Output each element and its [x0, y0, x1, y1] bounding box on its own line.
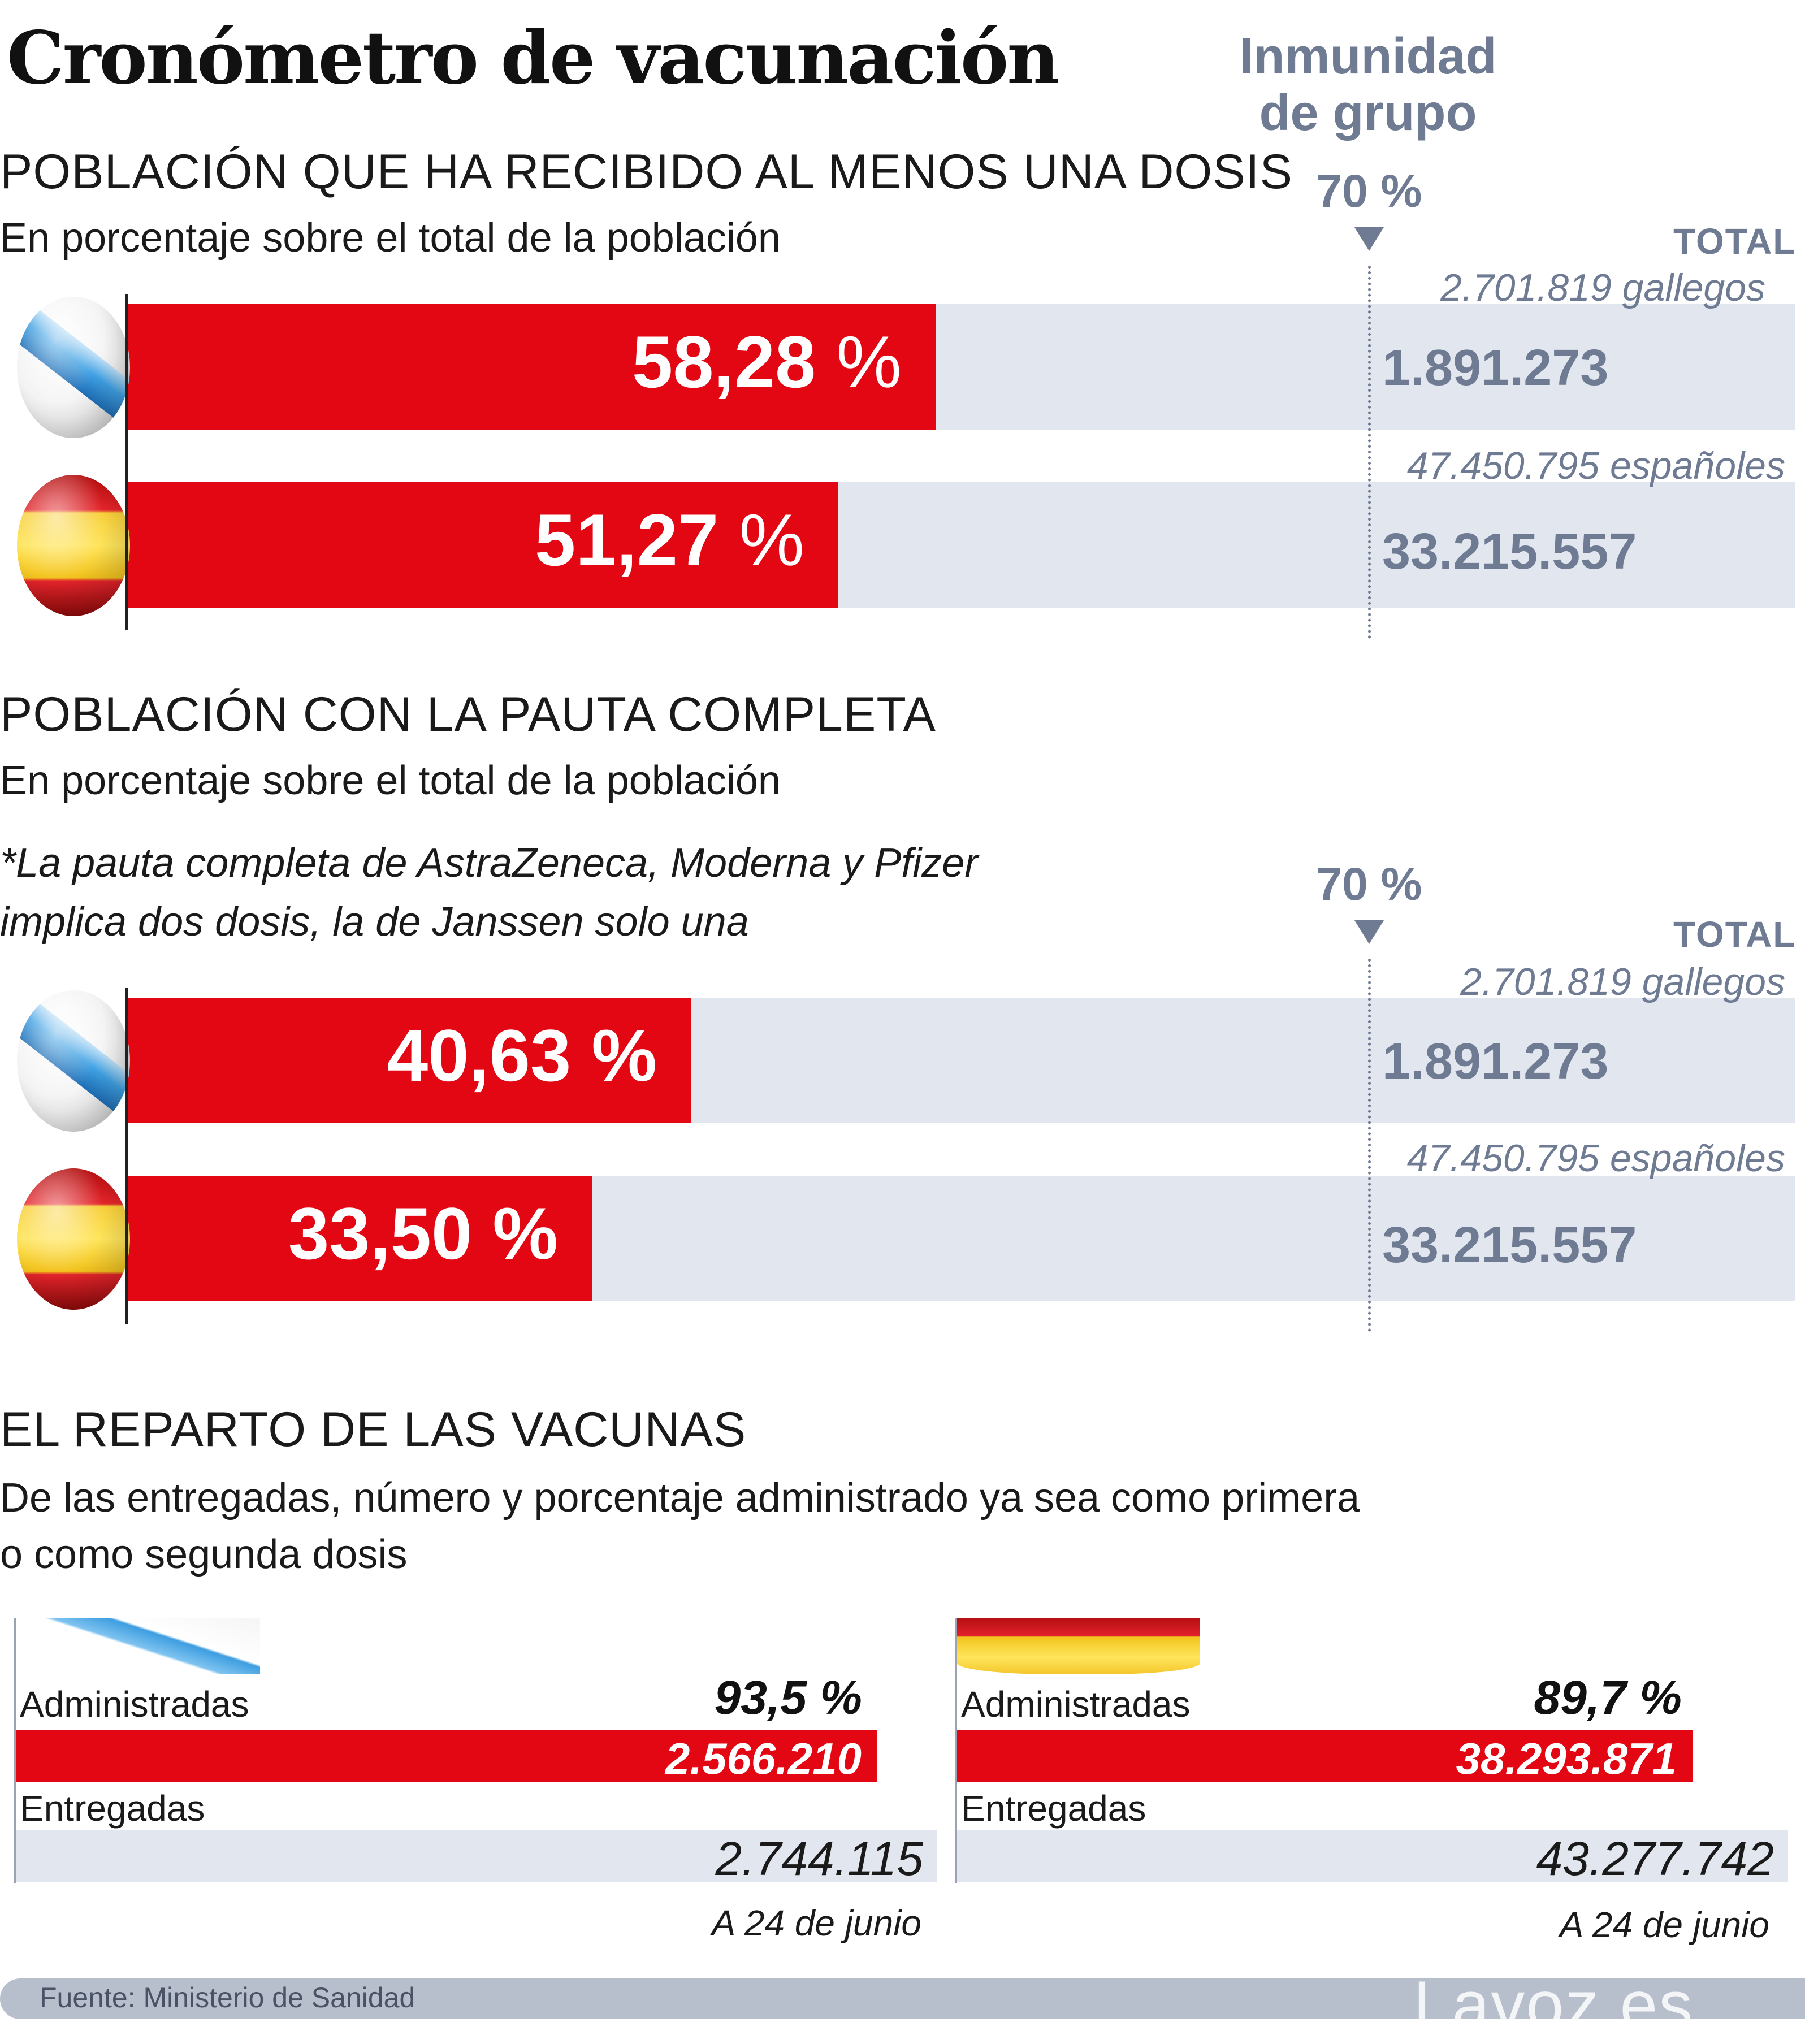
- s2-bar-espana: [127, 1176, 592, 1301]
- section1-threshold-line: [1368, 266, 1371, 639]
- s1-population-galicia: 2.701.819 gallegos: [1440, 266, 1765, 309]
- s2-count-espana: 33.215.557: [1382, 1217, 1637, 1274]
- rep-administered-bar-galicia: [16, 1730, 877, 1782]
- section1-threshold-label: 70 %: [1316, 166, 1422, 217]
- footer-source: Fuente: Ministerio de Sanidad: [40, 1982, 415, 2013]
- s2-bar-galicia: [127, 998, 691, 1123]
- spain-flag-icon: [957, 1618, 1200, 1674]
- rep-axis-espana: [955, 1618, 957, 1883]
- section2-title: POBLACIÓN CON LA PAUTA COMPLETA: [0, 687, 936, 742]
- threshold-header: Inmunidad de grupo: [1210, 28, 1526, 141]
- rep-entregadas-label-espana: Entregadas: [961, 1788, 1146, 1829]
- section1-total-header: TOTAL: [1673, 221, 1797, 262]
- s1-population-espana: 47.450.795 españoles: [1406, 444, 1785, 487]
- section1-axis: [125, 294, 128, 630]
- section1-threshold-arrow-icon: [1354, 227, 1384, 251]
- rep-pct-galicia: 93,5 %: [714, 1671, 862, 1724]
- s1-value-espana: 51,27: [534, 499, 719, 581]
- s1-label-galicia: 58,28 %: [0, 319, 902, 404]
- threshold-header-line2: de grupo: [1259, 85, 1477, 141]
- s1-bar-espana: [127, 482, 838, 608]
- section2-note: *La pauta completa de AstraZeneca, Moder…: [0, 834, 978, 951]
- section3-subtitle: De las entregadas, número y porcentaje a…: [0, 1470, 1360, 1583]
- rep-delivered-bar-galicia: [16, 1830, 937, 1882]
- s2-label-espana: 33,50 %: [0, 1191, 558, 1276]
- rep-pct-espana: 89,7 %: [1534, 1671, 1682, 1724]
- s1-count-galicia: 1.891.273: [1382, 340, 1609, 396]
- section2-total-header: TOTAL: [1673, 914, 1797, 955]
- s2-unit-espana: %: [492, 1192, 558, 1275]
- rep-administered-galicia: 2.566.210: [665, 1734, 862, 1783]
- galicia-ball-icon: [17, 990, 130, 1132]
- section1-title: POBLACIÓN QUE HA RECIBIDO AL MENOS UNA D…: [0, 145, 1293, 199]
- section2-threshold-label: 70 %: [1316, 859, 1422, 910]
- section2-threshold-line: [1368, 959, 1371, 1332]
- s1-label-espana: 51,27 %: [0, 497, 804, 582]
- section2-note-line2: implica dos dosis, la de Janssen solo un…: [0, 899, 749, 945]
- section2-note-line1: *La pauta completa de AstraZeneca, Moder…: [0, 841, 979, 886]
- s2-unit-galicia: %: [591, 1014, 657, 1097]
- page-title: Cronómetro de vacunación: [7, 16, 1059, 101]
- s1-count-espana: 33.215.557: [1382, 523, 1637, 580]
- section3-title: EL REPARTO DE LAS VACUNAS: [0, 1402, 747, 1457]
- s2-count-galicia: 1.891.273: [1382, 1033, 1609, 1090]
- rep-administradas-label-galicia: Administradas: [20, 1684, 249, 1725]
- s2-population-galicia: 2.701.819 gallegos: [1460, 960, 1785, 1003]
- rep-delivered-bar-espana: [957, 1830, 1788, 1882]
- rep-delivered-espana: 43.277.742: [1536, 1832, 1774, 1885]
- s2-value-galicia: 40,63: [387, 1014, 572, 1097]
- s1-unit-galicia: %: [836, 321, 902, 403]
- rep-date-espana: A 24 de junio: [1559, 1904, 1769, 1945]
- section2-threshold-arrow-icon: [1354, 920, 1384, 944]
- section3-subtitle-line1: De las entregadas, número y porcentaje a…: [0, 1475, 1360, 1521]
- footer-bar: [0, 1978, 1805, 2019]
- s1-value-galicia: 58,28: [631, 321, 816, 403]
- threshold-header-line1: Inmunidad: [1239, 28, 1497, 85]
- rep-administered-espana: 38.293.871: [1456, 1734, 1677, 1783]
- rep-entregadas-label-galicia: Entregadas: [20, 1788, 205, 1829]
- s2-label-galicia: 40,63 %: [0, 1013, 657, 1098]
- rep-axis-galicia: [14, 1618, 16, 1883]
- galicia-ball-icon: [17, 297, 130, 438]
- section3-subtitle-line2: o como segunda dosis: [0, 1532, 408, 1577]
- s1-unit-espana: %: [739, 499, 804, 581]
- rep-administradas-label-espana: Administradas: [961, 1684, 1191, 1725]
- footer-logo: Lavoz.es: [1413, 1967, 1694, 2043]
- galicia-flag-icon: [31, 1618, 260, 1674]
- s2-population-espana: 47.450.795 españoles: [1406, 1137, 1785, 1180]
- s1-bar-galicia: [127, 304, 936, 430]
- section1-subtitle: En porcentaje sobre el total de la pobla…: [0, 215, 781, 261]
- s2-value-espana: 33,50: [288, 1192, 473, 1275]
- rep-delivered-galicia: 2.744.115: [715, 1832, 923, 1885]
- section2-axis: [125, 988, 128, 1324]
- section2-subtitle: En porcentaje sobre el total de la pobla…: [0, 758, 781, 803]
- rep-administered-bar-espana: [957, 1730, 1693, 1782]
- spain-ball-icon: [17, 1168, 130, 1310]
- spain-ball-icon: [17, 475, 130, 616]
- rep-date-galicia: A 24 de junio: [711, 1903, 921, 1943]
